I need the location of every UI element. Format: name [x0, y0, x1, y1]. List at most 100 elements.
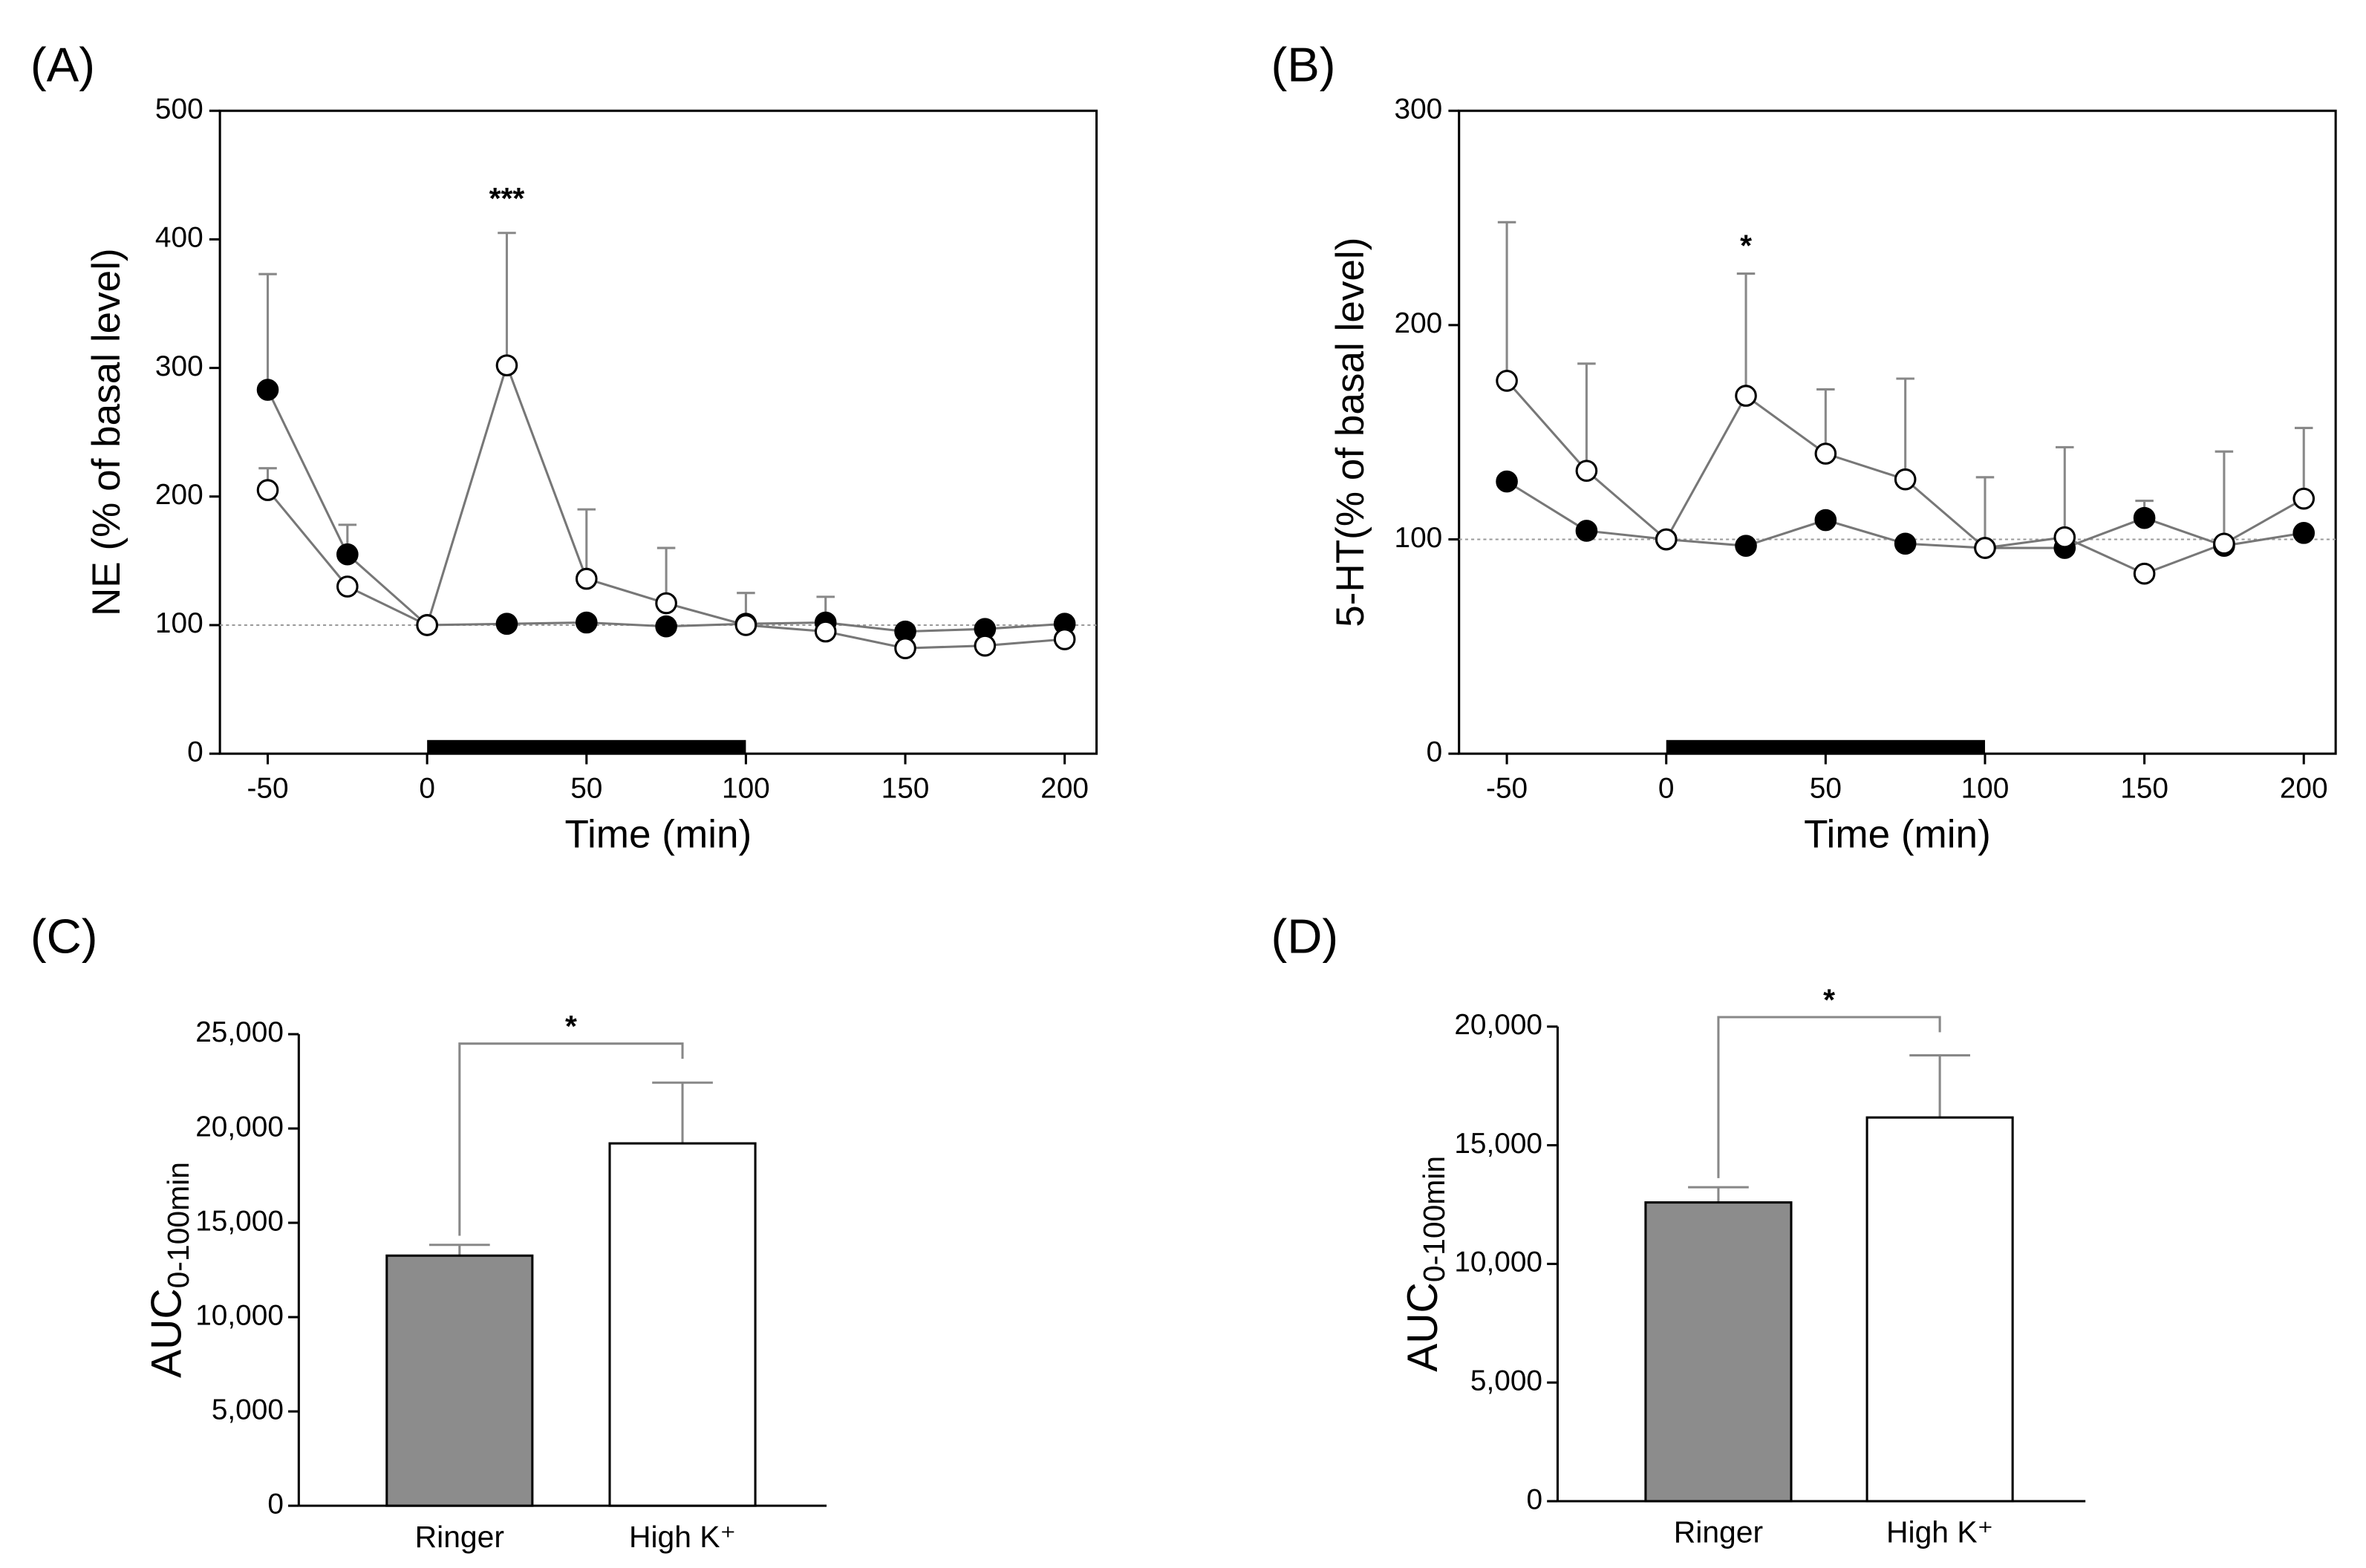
data-point — [655, 592, 677, 615]
data-point — [1496, 470, 1518, 493]
x-tick-label: 200 — [2280, 772, 2328, 804]
data-point — [495, 612, 518, 636]
data-point — [894, 637, 916, 659]
y-axis-label: AUC0-100min — [1399, 1156, 1451, 1372]
data-point — [974, 634, 997, 657]
y-axis-label-main: AUC — [143, 1288, 191, 1378]
x-tick-label: 150 — [881, 772, 930, 804]
bar — [608, 1142, 757, 1507]
y-tick-label: 500 — [155, 93, 203, 125]
x-tick-label: 0 — [1658, 772, 1675, 804]
data-point — [2213, 532, 2235, 555]
x-tick-label: 50 — [1810, 772, 1842, 804]
y-tick-label: 25,000 — [195, 1016, 284, 1048]
y-axis-label: NE (% of basal level) — [85, 248, 128, 616]
y-axis-label-sub: 0-100min — [161, 1162, 195, 1288]
y-tick-label: 20,000 — [1454, 1009, 1542, 1041]
plot-frame — [218, 109, 1098, 755]
y-tick-label: 5,000 — [1470, 1365, 1542, 1396]
panel-label: (A) — [30, 37, 95, 91]
stimulus-bar — [427, 739, 746, 754]
x-axis-label: Time (min) — [1804, 813, 1991, 857]
data-point — [1053, 628, 1076, 650]
y-tick-label: 300 — [155, 350, 203, 382]
data-point — [2292, 522, 2316, 544]
x-tick-label: High K⁺ — [1886, 1515, 1993, 1549]
data-point — [336, 575, 359, 598]
data-point — [495, 354, 518, 376]
significance-bracket — [458, 1042, 684, 1236]
panel-label: (D) — [1271, 909, 1338, 964]
data-point — [1814, 509, 1837, 532]
data-point — [416, 614, 438, 636]
y-tick-label: 0 — [1427, 736, 1443, 768]
data-point — [1575, 520, 1598, 542]
data-point — [256, 479, 279, 501]
y-tick-label: 0 — [187, 736, 203, 768]
y-axis-label-sub: 0-100min — [1417, 1156, 1451, 1282]
y-tick-label: 10,000 — [195, 1299, 284, 1331]
y-tick-label: 200 — [1395, 307, 1443, 339]
y-tick-label: 15,000 — [195, 1205, 284, 1237]
data-point — [575, 611, 598, 634]
x-tick-label: High K⁺ — [629, 1520, 736, 1554]
data-point — [1496, 370, 1518, 392]
x-tick-label: Ringer — [415, 1520, 504, 1554]
x-tick-label: 200 — [1040, 772, 1089, 804]
bar — [1644, 1201, 1793, 1503]
data-point — [1575, 460, 1598, 482]
significance: * — [1740, 229, 1752, 263]
significance: *** — [489, 181, 525, 215]
x-tick-label: 100 — [1961, 772, 2010, 804]
y-tick-label: 5,000 — [212, 1394, 284, 1425]
x-tick-label: Ringer — [1674, 1515, 1763, 1549]
y-tick-label: 100 — [155, 607, 203, 639]
panel-label: (B) — [1271, 37, 1335, 91]
stimulus-bar — [1666, 739, 1985, 754]
data-point — [575, 567, 598, 590]
significance-bracket — [1717, 1016, 1941, 1178]
data-point — [655, 615, 677, 638]
data-point — [814, 620, 837, 643]
x-tick-label: 150 — [2120, 772, 2168, 804]
y-axis-label: 5-HT(% of basal level) — [1329, 238, 1372, 627]
x-tick-label: 100 — [722, 772, 770, 804]
bar — [385, 1254, 534, 1507]
data-point — [1655, 528, 1678, 551]
data-point — [734, 614, 757, 636]
y-axis-label-main: AUC — [1399, 1282, 1447, 1372]
data-point — [256, 379, 279, 401]
data-point — [1735, 535, 1757, 557]
y-tick-label: 0 — [267, 1488, 284, 1520]
plot-frame — [1458, 109, 2337, 755]
data-point — [1814, 442, 1837, 465]
data-point — [2133, 506, 2156, 529]
y-tick-label: 15,000 — [1454, 1128, 1542, 1160]
x-tick-label: 0 — [419, 772, 435, 804]
data-point — [2292, 487, 2316, 510]
data-point — [1894, 532, 1917, 555]
x-tick-label: -50 — [1486, 772, 1528, 804]
y-axis-label: AUC0-100min — [143, 1162, 195, 1378]
y-tick-label: 300 — [1395, 93, 1443, 125]
y-tick-label: 20,000 — [195, 1111, 284, 1143]
data-point — [2053, 526, 2076, 549]
data-point — [1894, 468, 1917, 491]
y-tick-label: 200 — [155, 479, 203, 511]
significance: * — [565, 1009, 577, 1043]
y-tick-label: 0 — [1526, 1483, 1542, 1515]
data-point — [336, 543, 359, 566]
y-tick-label: 10,000 — [1454, 1247, 1542, 1278]
x-axis-label: Time (min) — [565, 813, 752, 857]
data-point — [2133, 562, 2156, 585]
panel-label: (C) — [30, 909, 98, 964]
data-point — [1974, 537, 1996, 559]
significance: * — [1823, 982, 1835, 1016]
x-tick-label: -50 — [247, 772, 288, 804]
x-tick-label: 50 — [570, 772, 602, 804]
y-tick-label: 400 — [155, 222, 203, 254]
data-point — [1735, 385, 1757, 407]
bar — [1865, 1116, 2014, 1503]
y-tick-label: 100 — [1395, 522, 1443, 554]
